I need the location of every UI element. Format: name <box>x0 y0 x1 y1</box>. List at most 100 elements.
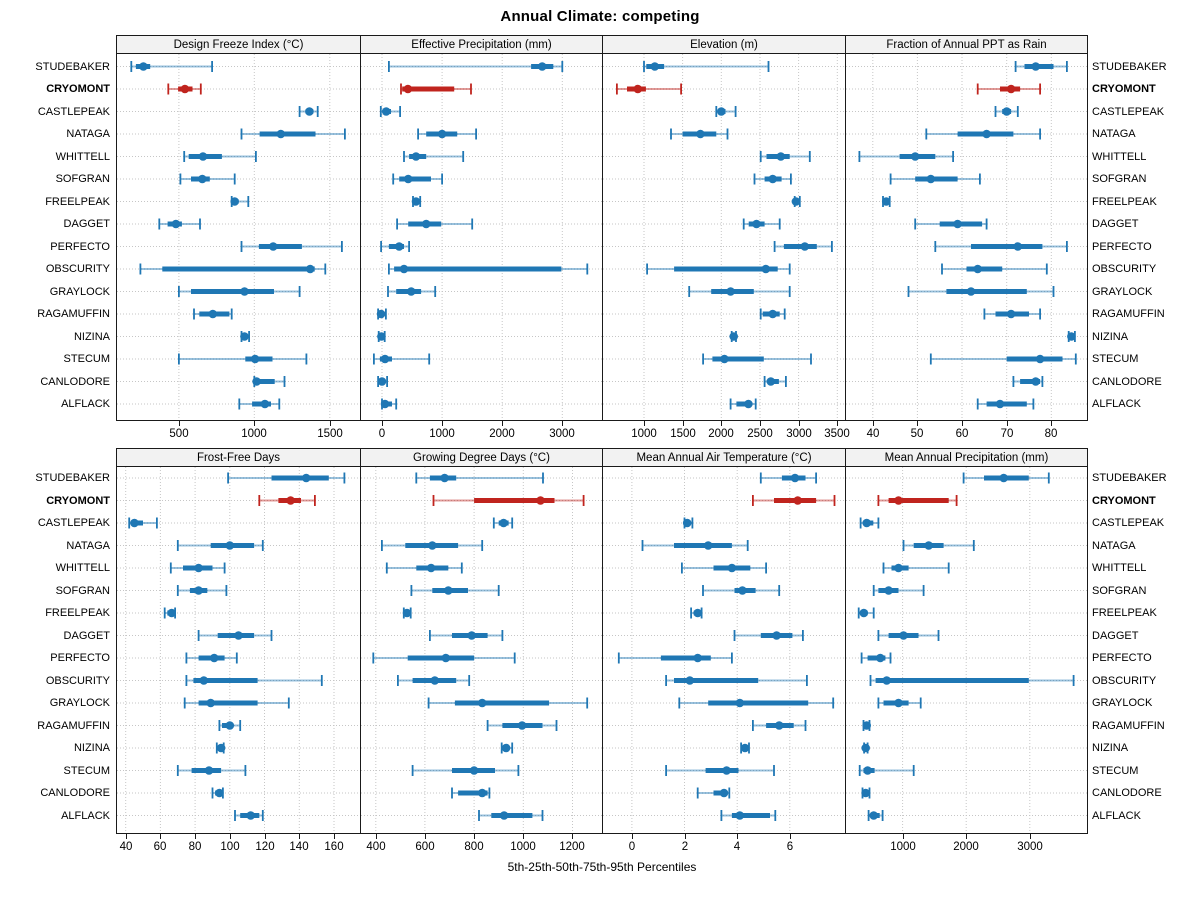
row-label-right-dagget: DAGGET <box>1092 218 1139 230</box>
row-label-right-freelpeak: FREELPEAK <box>1092 195 1157 208</box>
percentile-bar-design-freeze-index-alflack <box>238 398 281 410</box>
row-label-left-nizina: NIZINA <box>73 330 110 343</box>
axis-tick-label: 40 <box>119 841 133 853</box>
panel-svg-fraction-ppt-rain <box>846 54 1087 420</box>
row-label-left-ragamuffin: RAGAMUFFIN <box>37 719 110 732</box>
axis-tick-label: 140 <box>289 841 309 853</box>
row-label-left-perfecto: PERFECTO <box>50 240 110 253</box>
percentile-bar-frost-free-days-obscurity <box>185 675 323 686</box>
axis-tick <box>683 421 684 426</box>
percentile-bar-effective-precipitation-nataga <box>417 128 477 140</box>
row-label-left-whittell: WHITTELL <box>55 150 110 163</box>
percentile-bar-fraction-ppt-rain-ragamuffin <box>983 308 1042 320</box>
percentile-bar-effective-precipitation-nizina <box>377 331 386 342</box>
row-label-left-cryomont: CRYOMONT <box>46 83 110 95</box>
axis-tick <box>685 834 686 839</box>
percentile-bar-frost-free-days-ragamuffin <box>218 720 242 731</box>
percentile-bar-growing-degree-days-studebaker <box>415 472 544 484</box>
row-label-left-perfecto: PERFECTO <box>50 652 110 664</box>
percentile-bar-elevation-ragamuffin <box>759 308 786 320</box>
percentile-bar-effective-precipitation-perfecto <box>380 241 410 252</box>
row-label-right-nataga: NATAGA <box>1092 539 1136 552</box>
percentile-bar-frost-free-days-castlepeak <box>128 517 158 529</box>
percentile-bar-effective-precipitation-dagget <box>396 218 474 230</box>
panel-frost-free-days <box>117 467 360 833</box>
percentile-bar-design-freeze-index-perfecto <box>240 241 343 252</box>
percentile-bar-design-freeze-index-sofgran <box>179 173 236 185</box>
percentile-bar-design-freeze-index-nataga <box>240 128 346 140</box>
percentile-bar-effective-precipitation-castlepeak <box>379 106 401 117</box>
percentile-bar-elevation-castlepeak <box>715 106 737 117</box>
axis-tick <box>917 421 918 426</box>
row-label-left-sofgran: SOFGRAN <box>55 173 110 185</box>
percentile-bar-mean-annual-air-temperature-graylock <box>678 697 835 709</box>
panel-svg-mean-annual-precipitation <box>846 467 1087 833</box>
percentile-bar-fraction-ppt-rain-dagget <box>914 218 988 230</box>
percentile-bar-elevation-whittell <box>759 151 811 162</box>
row-label-right-dagget: DAGGET <box>1092 629 1139 642</box>
percentile-bar-fraction-ppt-rain-obscurity <box>941 263 1048 275</box>
percentile-bar-mean-annual-precipitation-stecum <box>858 765 915 776</box>
panel-mean-annual-air-temperature <box>602 467 845 833</box>
axis-tick-label: 1000 <box>890 841 916 853</box>
percentile-bar-mean-annual-air-temperature-freelpeak <box>690 607 703 619</box>
axis-tick-label: 2 <box>681 841 689 853</box>
percentile-bar-mean-annual-air-temperature-dagget <box>733 630 804 641</box>
percentile-bar-growing-degree-days-perfecto <box>372 652 516 664</box>
axis-tick-label: 2000 <box>489 428 515 440</box>
percentile-bar-effective-precipitation-stecum <box>372 353 431 365</box>
axis-tick <box>572 834 573 839</box>
row-label-left-alflack: ALFLACK <box>61 398 110 410</box>
percentile-bar-frost-free-days-perfecto <box>185 652 238 664</box>
axis-tick <box>160 834 161 839</box>
axis-tick <box>632 834 633 839</box>
row-label-right-ragamuffin: RAGAMUFFIN <box>1092 719 1165 732</box>
row-label-right-studebaker: STUDEBAKER <box>1092 472 1167 484</box>
percentile-bar-design-freeze-index-studebaker <box>130 61 213 72</box>
panel-block-1 <box>116 466 1088 834</box>
percentile-bar-elevation-alflack <box>729 398 757 410</box>
row-label-left-canlodore: CANLODORE <box>40 375 110 388</box>
percentile-bar-mean-annual-air-temperature-alflack <box>720 810 777 821</box>
row-label-right-alflack: ALFLACK <box>1092 398 1141 410</box>
percentile-bar-mean-annual-air-temperature-whittell <box>681 562 768 574</box>
panel-effective-precipitation <box>360 54 602 420</box>
row-label-right-whittell: WHITTELL <box>1092 562 1147 574</box>
percentile-bar-elevation-cryomont <box>615 83 682 95</box>
percentile-bar-frost-free-days-graylock <box>183 697 290 709</box>
percentile-bar-fraction-ppt-rain-castlepeak <box>994 106 1019 117</box>
row-label-left-alflack: ALFLACK <box>61 809 110 822</box>
axis-tick-label: 3000 <box>786 428 812 440</box>
panel-svg-elevation <box>603 54 845 420</box>
percentile-bar-elevation-obscurity <box>646 263 791 275</box>
row-label-left-obscurity: OBSCURITY <box>45 674 110 687</box>
percentile-bar-mean-annual-precipitation-perfecto <box>860 652 892 664</box>
row-label-right-stecum: STECUM <box>1092 764 1139 777</box>
row-label-right-perfecto: PERFECTO <box>1092 652 1152 664</box>
percentile-bar-frost-free-days-whittell <box>169 562 226 574</box>
percentile-bar-effective-precipitation-sofgran <box>392 173 443 185</box>
percentile-bar-frost-free-days-freelpeak <box>163 607 176 619</box>
row-label-right-freelpeak: FREELPEAK <box>1092 607 1157 619</box>
panel-design-freeze-index <box>117 54 360 420</box>
axis-tick-label: 2000 <box>708 428 734 440</box>
percentile-bar-effective-precipitation-ragamuffin <box>376 308 387 320</box>
axis-tick <box>126 834 127 839</box>
row-label-left-canlodore: CANLODORE <box>40 787 110 799</box>
axis-tick-label: 1500 <box>317 428 343 440</box>
percentile-bar-effective-precipitation-cryomont <box>400 83 472 95</box>
axis-tick <box>721 421 722 426</box>
percentile-bar-mean-annual-precipitation-nataga <box>902 540 975 551</box>
percentile-bar-frost-free-days-nizina <box>215 742 226 754</box>
row-label-right-studebaker: STUDEBAKER <box>1092 60 1167 73</box>
percentile-bar-mean-annual-precipitation-cryomont <box>877 495 958 506</box>
percentile-bar-mean-annual-air-temperature-canlodore <box>696 787 731 799</box>
row-label-right-sofgran: SOFGRAN <box>1092 173 1147 185</box>
axis-tick-label: 1000 <box>429 428 455 440</box>
percentile-bar-mean-annual-air-temperature-stecum <box>665 765 775 776</box>
percentile-bar-mean-annual-air-temperature-obscurity <box>665 675 808 686</box>
percentile-bar-fraction-ppt-rain-freelpeak <box>881 196 891 207</box>
percentile-bar-design-freeze-index-obscurity <box>139 263 327 275</box>
axis-tick <box>837 421 838 426</box>
axis-tick-label: 0 <box>628 841 636 853</box>
